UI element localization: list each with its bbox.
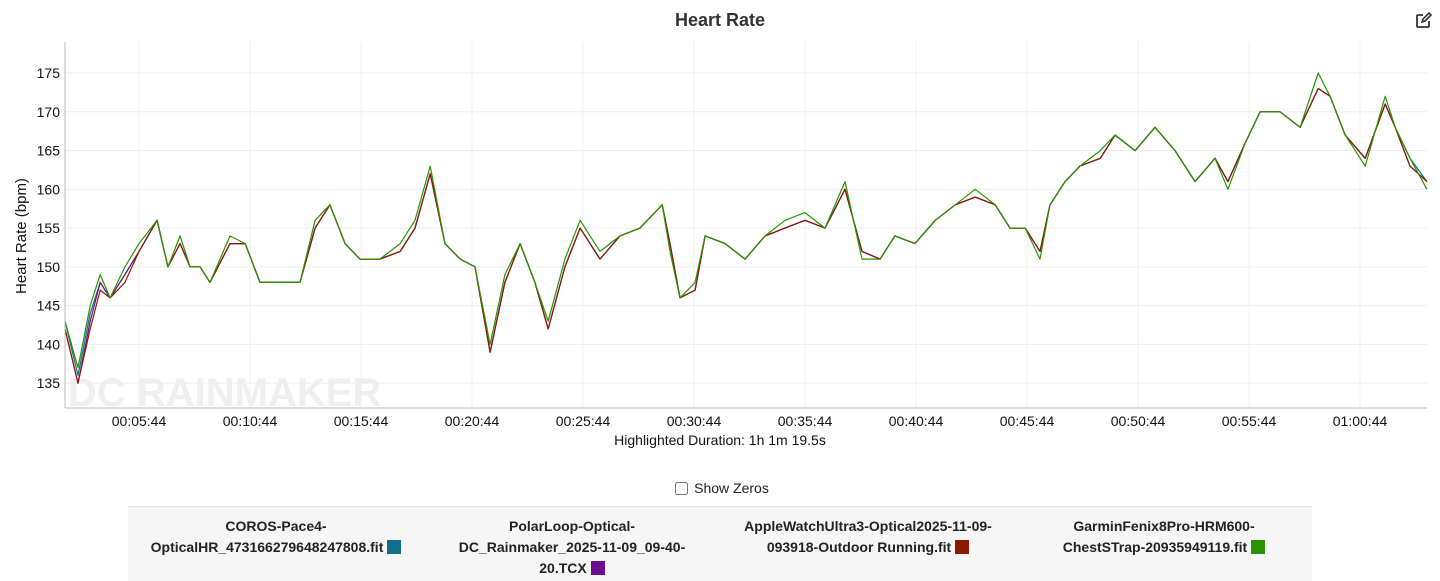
chart-title: Heart Rate — [674, 10, 766, 30]
x-tick-label: 00:40:44 — [889, 413, 944, 429]
x-tick-label: 00:45:44 — [1000, 413, 1055, 429]
y-tick-label: 170 — [37, 104, 61, 120]
x-tick-label: 01:00:44 — [1333, 413, 1388, 429]
y-tick-label: 160 — [37, 181, 61, 197]
show-zeros-checkbox[interactable] — [675, 482, 689, 495]
series-line-3 — [64, 72, 1428, 369]
x-tick-label: 00:55:44 — [1222, 413, 1277, 429]
x-tick-label: 00:20:44 — [445, 413, 500, 429]
y-tick-label: 140 — [37, 336, 61, 352]
show-zeros-label: Show Zeros — [694, 480, 769, 496]
legend-label: OpticalHR_473166279648247808.fit — [150, 539, 384, 555]
series-line-1 — [64, 87, 1428, 384]
x-tick-label: 00:15:44 — [334, 413, 389, 429]
legend-item[interactable]: AppleWatchUltra3-Optical2025-11-09- 09391… — [733, 507, 1003, 581]
legend-item[interactable]: COROS-Pace4- OpticalHR_473166279648247808… — [141, 507, 411, 581]
legend-item[interactable]: GarminFenix8Pro-HRM600- ChestSTrap-209359… — [1029, 507, 1299, 581]
y-tick-label: 135 — [37, 375, 61, 391]
x-tick-label: 00:35:44 — [778, 413, 833, 429]
x-tick-label: 00:50:44 — [1111, 413, 1166, 429]
legend-label: COROS-Pace4- — [225, 518, 327, 534]
legend-label: AppleWatchUltra3-Optical2025-11-09- — [744, 518, 992, 534]
y-tick-label: 155 — [37, 220, 61, 236]
edit-icon[interactable] — [1414, 12, 1432, 30]
legend-label: 20.TCX — [539, 560, 587, 576]
y-tick-label: 175 — [37, 65, 61, 81]
x-tick-label: 00:25:44 — [556, 413, 611, 429]
heart-rate-chart: DC RAINMAKER 135140145150155160165170175… — [13, 42, 1428, 429]
legend-swatch — [955, 540, 970, 554]
series-line-0 — [64, 87, 1428, 376]
series-line-2 — [64, 87, 1428, 384]
legend-swatch — [1251, 540, 1266, 554]
legend-label: DC_Rainmaker_2025-11-09_09-40- — [458, 539, 686, 555]
x-tick-label: 00:10:44 — [223, 413, 278, 429]
y-tick-label: 145 — [37, 298, 61, 314]
legend-swatch — [590, 561, 605, 575]
legend-label: ChestSTrap-20935949119.fit — [1062, 539, 1248, 555]
x-tick-label: 00:05:44 — [112, 413, 167, 429]
highlighted-duration: Highlighted Duration: 1h 1m 19.5s — [614, 432, 826, 448]
legend-label: 093918-Outdoor Running.fit — [766, 539, 952, 555]
legend-label: GarminFenix8Pro-HRM600- — [1073, 518, 1255, 534]
legend: COROS-Pace4- OpticalHR_473166279648247808… — [128, 506, 1312, 581]
show-zeros-control: Show Zeros — [0, 479, 1440, 498]
legend-swatch — [387, 540, 402, 554]
y-axis-label: Heart Rate (bpm) — [13, 178, 30, 294]
legend-item[interactable]: PolarLoop-Optical- DC_Rainmaker_2025-11-0… — [437, 507, 707, 581]
x-tick-label: 00:30:44 — [667, 413, 722, 429]
y-tick-label: 150 — [37, 259, 61, 275]
legend-label: PolarLoop-Optical- — [509, 518, 635, 534]
y-tick-label: 165 — [37, 143, 61, 159]
